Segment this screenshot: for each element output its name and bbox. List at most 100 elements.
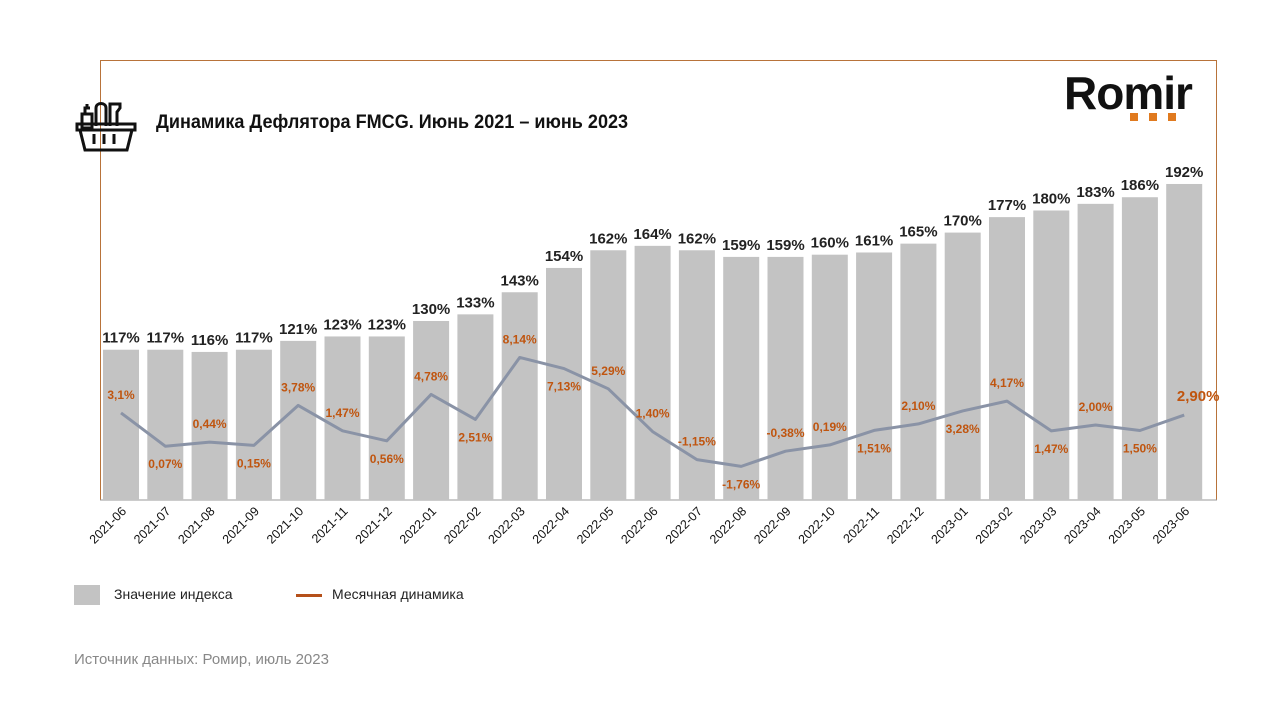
bar-value-label: 123% [368,316,406,333]
line-value-label: 0,56% [370,452,404,466]
logo-dot [1130,113,1138,121]
line-value-label: 2,10% [901,399,935,413]
bar-value-label: 143% [501,272,539,289]
line-value-label: -1,15% [678,435,716,449]
bar-value-label: 159% [722,237,760,254]
line-value-label: 0,19% [813,420,847,434]
bar-value-label: 164% [633,226,671,243]
x-tick-label: 2022-10 [796,504,838,546]
line-value-label: 1,47% [1034,442,1068,456]
line-value-label: -1,76% [722,477,760,491]
line-value-label: 1,50% [1123,442,1157,456]
bar [457,314,494,500]
bar-value-label: 165% [899,224,937,241]
x-tick-label: 2022-03 [485,504,527,546]
chart: 117% 2021-06 117% 2021-07 116% 2021-08 117% 202… [87,164,1220,547]
line-value-label: 7,13% [547,380,581,394]
bar-value-label: 180% [1032,190,1070,207]
x-tick-label: 2022-08 [707,504,749,546]
x-tick-label: 2023-05 [1106,504,1148,546]
bar-value-label: 130% [412,301,450,318]
legend-swatch-bar [74,585,100,605]
bar-value-label: 133% [456,294,494,311]
bar [767,256,804,500]
bar [811,254,848,500]
bar-value-label: 121% [279,321,317,338]
chart-frame [100,60,1217,500]
bar-value-label: 159% [766,237,804,254]
bar-value-label: 117% [147,330,185,347]
x-tick-label: 2022-02 [441,504,483,546]
bar [723,256,760,500]
line-value-label: -0,38% [766,426,804,440]
legend-bar-label: Значение индекса [114,586,233,602]
bar [989,217,1025,500]
x-tick-label: 2022-04 [530,504,572,546]
x-tick-label: 2021-10 [264,504,306,546]
logo-dot [1149,113,1157,121]
legend-swatch-line [296,594,322,597]
bar [900,243,937,500]
bar [1166,183,1203,500]
x-tick-label: 2021-08 [175,504,217,546]
bar [147,349,184,500]
x-tick-label: 2021-11 [309,504,351,546]
x-tick-label: 2022-07 [663,504,705,546]
bar [1121,197,1158,501]
bar-value-label: 161% [855,232,893,249]
line-value-label: 4,17% [990,376,1024,390]
x-tick-label: 2021-12 [353,504,395,546]
bar-value-label: 162% [678,230,716,247]
x-tick-label: 2021-06 [87,504,129,546]
line-value-label: 3,1% [107,388,135,402]
line-value-label: 1,51% [857,441,891,455]
line-value-label: 2,90% [1177,388,1220,405]
bar [103,349,139,500]
grocery-basket-icon [75,102,137,152]
bar [413,320,450,500]
bar-value-label: 177% [988,197,1026,214]
x-tick-label: 2022-09 [751,504,793,546]
line-value-label: 1,47% [325,406,359,420]
x-tick-label: 2022-06 [618,504,660,546]
bar [501,292,538,500]
x-tick-label: 2021-07 [131,504,173,546]
x-tick-label: 2022-11 [841,504,883,546]
line-value-label: 0,07% [148,457,182,471]
line-value-label: 0,15% [237,456,271,470]
bar [634,245,671,500]
line-value-label: 1,40% [636,407,670,421]
source-note: Источник данных: Ромир, июль 2023 [74,651,329,668]
bar-value-label: 160% [811,235,849,252]
chart-title: Динамика Дефлятора FMCG. Июнь 2021 – июн… [156,112,629,133]
monthly-line [120,355,1185,468]
x-tick-label: 2022-01 [397,504,439,546]
x-tick-label: 2021-09 [220,504,262,546]
line-value-label: 0,44% [193,417,227,431]
bar-value-label: 117% [102,330,140,347]
bar-value-label: 183% [1076,184,1114,201]
bar [1033,210,1070,501]
bar [324,336,361,500]
bar [191,351,228,500]
bar [368,336,405,500]
bar [235,349,272,500]
bar [590,250,627,500]
bar [944,232,981,500]
line-value-label: 8,14% [503,332,537,346]
x-tick-label: 2023-06 [1150,504,1192,546]
bar-value-label: 170% [944,213,982,230]
x-tick-label: 2023-02 [973,504,1015,546]
line-value-label: 4,78% [414,369,448,383]
bar-value-label: 154% [545,248,583,265]
x-tick-label: 2023-01 [928,504,970,546]
line-value-label: 3,78% [281,380,315,394]
legend-line-label: Месячная динамика [332,586,464,602]
line-value-label: 2,00% [1079,400,1113,414]
bar-value-label: 117% [235,330,273,347]
x-tick-label: 2023-04 [1061,504,1103,546]
bar [546,267,582,500]
bar [1077,203,1114,501]
bar-value-label: 123% [323,316,361,333]
line-value-label: 3,28% [946,422,980,436]
